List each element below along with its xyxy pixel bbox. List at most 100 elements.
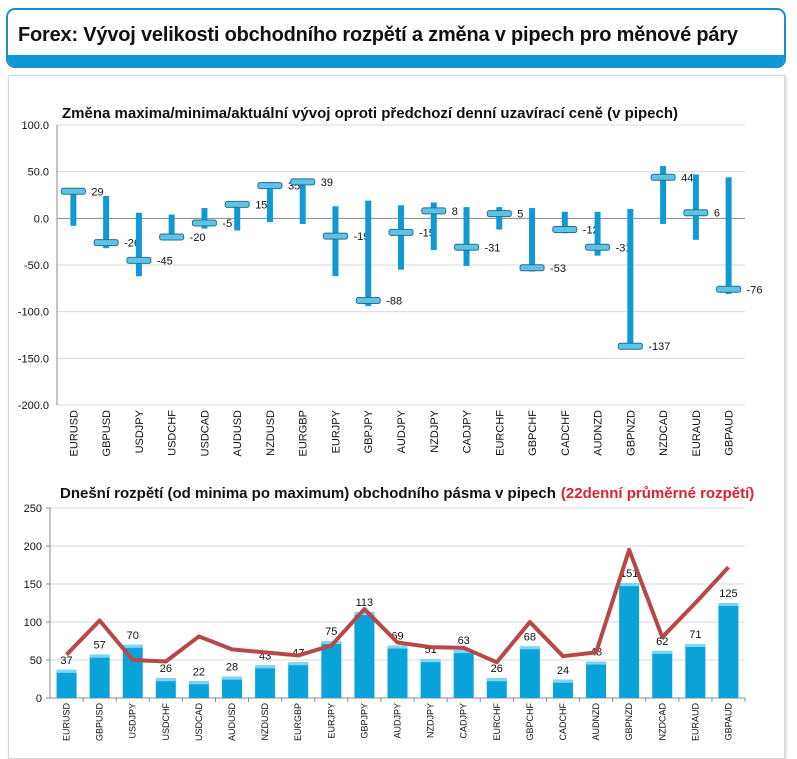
category-label: GBPUSD xyxy=(101,410,113,457)
category-label: EURAUD xyxy=(691,410,703,457)
current-marker xyxy=(388,228,414,236)
y-tick-label: 200 xyxy=(24,541,42,553)
bar-highlight xyxy=(321,641,342,644)
category-label: AUDNZD xyxy=(593,410,605,456)
range-bar xyxy=(288,662,309,698)
range-bar xyxy=(619,583,640,698)
current-marker xyxy=(322,232,348,240)
current-marker xyxy=(257,182,283,190)
category-label: USDCHF xyxy=(167,410,179,456)
category-label: GBPNZD xyxy=(624,703,634,741)
bar-highlight xyxy=(155,678,176,682)
range-bar xyxy=(387,645,408,698)
range-bar xyxy=(70,189,77,226)
range-bar xyxy=(660,166,667,224)
range-bar xyxy=(135,212,142,277)
category-label: NZDCAD xyxy=(658,410,670,456)
data-label: 28 xyxy=(226,662,238,674)
y-tick-label: -150.0 xyxy=(18,353,49,365)
bar-highlight xyxy=(255,665,276,669)
range-bar xyxy=(332,206,339,277)
current-marker xyxy=(519,264,545,272)
y-tick-label: -200.0 xyxy=(18,400,49,412)
range-bar xyxy=(519,646,540,698)
bar-highlight xyxy=(619,583,640,587)
current-marker xyxy=(552,226,578,234)
y-tick-label: 0 xyxy=(36,693,42,705)
data-label: -45 xyxy=(157,255,173,267)
data-label: 8 xyxy=(452,206,458,218)
average-range-line xyxy=(65,547,730,665)
category-label: USDCHF xyxy=(161,702,171,740)
category-label: USDCAD xyxy=(199,410,211,457)
range-bar xyxy=(321,641,342,698)
bar-highlight xyxy=(387,645,408,649)
current-marker xyxy=(585,243,611,251)
range-bar xyxy=(552,679,573,698)
bar-highlight xyxy=(718,603,739,606)
range-bar xyxy=(594,211,601,256)
range-bar xyxy=(529,208,536,272)
range-bar xyxy=(725,177,732,294)
current-marker xyxy=(159,233,185,241)
data-label: -76 xyxy=(747,284,763,296)
range-bar xyxy=(201,208,208,229)
range-bar xyxy=(234,203,241,231)
current-marker xyxy=(650,173,676,181)
data-label: 75 xyxy=(325,626,337,638)
range-bar xyxy=(692,174,699,240)
category-label: USDJPY xyxy=(134,409,146,453)
category-label: CADJPY xyxy=(462,409,474,453)
data-label: 63 xyxy=(458,635,470,647)
category-label: GBPCHF xyxy=(527,410,539,456)
bar-highlight xyxy=(188,681,209,685)
bar-highlight xyxy=(122,644,143,648)
range-bar xyxy=(168,214,175,238)
category-label: CADCHF xyxy=(560,410,572,456)
data-label: 62 xyxy=(656,636,668,648)
bar-highlight xyxy=(652,650,673,654)
range-bar xyxy=(299,179,306,224)
category-label: EURJPY xyxy=(330,409,342,453)
current-marker xyxy=(60,187,86,195)
chart1-plot: 100.0 50.0 0.0 -50.0 -100.0 -150.0 -200.0 29 EUR… xyxy=(18,120,763,456)
category-label: AUDUSD xyxy=(227,703,237,742)
current-marker xyxy=(454,243,480,251)
current-marker xyxy=(716,285,742,293)
range-bar xyxy=(718,603,739,698)
y-tick-label: -50.0 xyxy=(24,260,49,272)
category-label: NZDJPY xyxy=(426,703,436,738)
data-label: -53 xyxy=(550,263,566,275)
category-label: EURAUD xyxy=(690,703,700,742)
data-label: 37 xyxy=(60,655,72,667)
data-label: 71 xyxy=(689,629,701,641)
data-label: 26 xyxy=(160,663,172,675)
category-label: EURUSD xyxy=(62,703,72,742)
category-label: NZDCAD xyxy=(657,703,667,741)
current-marker xyxy=(191,219,217,227)
range-bar xyxy=(56,669,77,698)
page-header: Forex: Vývoj velikosti obchodního rozpět… xyxy=(6,8,786,68)
y-tick-label: 250 xyxy=(24,503,42,515)
category-label: NZDUSD xyxy=(265,410,277,456)
range-bar xyxy=(496,207,503,230)
category-label: CADCHF xyxy=(558,702,568,740)
bar-highlight xyxy=(354,612,375,616)
category-label: USDJPY xyxy=(128,703,138,739)
data-label: 22 xyxy=(193,666,205,678)
data-label: 57 xyxy=(94,640,106,652)
range-bar xyxy=(463,207,470,266)
data-label: 15 xyxy=(255,199,267,211)
page-title: Forex: Vývoj velikosti obchodního rozpět… xyxy=(18,24,738,46)
current-marker xyxy=(617,342,643,350)
data-label: 26 xyxy=(491,663,503,675)
range-bar xyxy=(255,665,276,698)
bar-highlight xyxy=(685,644,706,648)
data-label: -137 xyxy=(648,341,670,353)
bar-highlight xyxy=(453,650,474,654)
data-label: -20 xyxy=(190,232,206,244)
category-label: GBPCHF xyxy=(525,703,535,741)
range-bar xyxy=(486,678,507,698)
range-bar xyxy=(103,195,110,249)
bar-highlight xyxy=(552,679,573,683)
